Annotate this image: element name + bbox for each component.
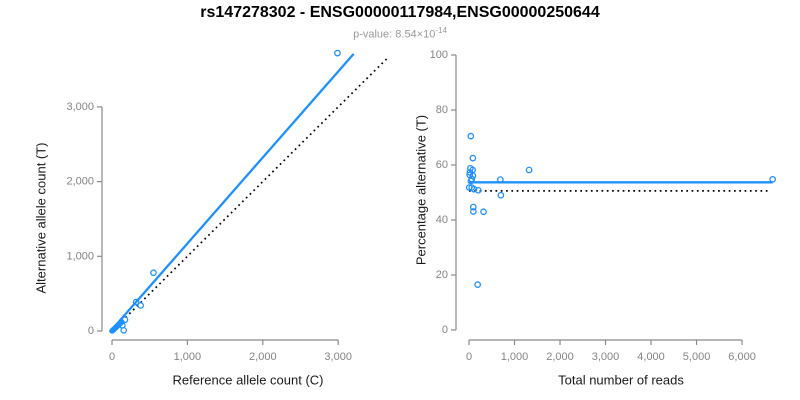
data-point bbox=[132, 298, 140, 306]
x-tick-label: 1,000 bbox=[501, 351, 529, 363]
data-point bbox=[480, 208, 487, 216]
data-point bbox=[150, 269, 157, 277]
data-point bbox=[474, 281, 481, 288]
figure-subtitle: p-value: 8.54×10-14 bbox=[0, 26, 800, 41]
p-value-label: p-value: 8.54×10 bbox=[353, 28, 436, 41]
y-tick-label: 2,000 bbox=[66, 176, 94, 188]
y-tick-label: 60 bbox=[436, 159, 448, 171]
data-point bbox=[467, 177, 475, 185]
y-tick-label: 100 bbox=[430, 49, 448, 61]
data-point bbox=[121, 316, 129, 324]
data-point bbox=[334, 49, 341, 57]
data-point bbox=[769, 175, 777, 183]
data-point bbox=[474, 186, 482, 194]
data-point bbox=[137, 302, 145, 309]
y-tick-label: 3,000 bbox=[66, 101, 94, 113]
x-tick-label: 0 bbox=[466, 351, 472, 363]
x-tick-label: 3,000 bbox=[324, 351, 352, 363]
figure-title: rs147278302 - ENSG00000117984,ENSG000002… bbox=[200, 4, 600, 21]
p-value-exponent: -14 bbox=[435, 26, 447, 35]
right-y-axis-title: Percentage alternative (T) bbox=[414, 115, 429, 265]
data-point bbox=[120, 326, 128, 334]
data-point bbox=[525, 166, 533, 174]
data-point bbox=[470, 185, 478, 193]
data-point bbox=[469, 208, 477, 215]
y-tick-label: 0 bbox=[442, 324, 448, 336]
y-tick-label: 0 bbox=[88, 325, 94, 337]
y-tick-label: 20 bbox=[436, 269, 448, 281]
y-tick-label: 80 bbox=[436, 104, 448, 116]
data-point bbox=[497, 176, 504, 183]
data-point bbox=[469, 203, 477, 211]
x-tick-label: 1,000 bbox=[174, 351, 202, 363]
left-x-axis-title: Reference allele count (C) bbox=[172, 373, 323, 388]
x-tick-label: 6,000 bbox=[728, 351, 756, 363]
x-tick-label: 5,000 bbox=[683, 351, 711, 363]
identity-line bbox=[113, 57, 388, 330]
x-tick-label: 0 bbox=[109, 351, 115, 363]
left-y-axis-title: Alternative allele count (T) bbox=[34, 142, 49, 293]
data-point bbox=[497, 191, 505, 199]
y-tick-label: 1,000 bbox=[66, 250, 94, 262]
x-tick-label: 3,000 bbox=[592, 351, 620, 363]
x-tick-label: 2,000 bbox=[546, 351, 574, 363]
data-point bbox=[467, 132, 475, 140]
right-x-axis-title: Total number of reads bbox=[558, 373, 684, 388]
x-tick-label: 2,000 bbox=[249, 351, 277, 363]
regression-line bbox=[108, 53, 355, 333]
y-tick-label: 40 bbox=[436, 214, 448, 226]
data-point bbox=[469, 154, 477, 162]
x-tick-label: 4,000 bbox=[637, 351, 665, 363]
